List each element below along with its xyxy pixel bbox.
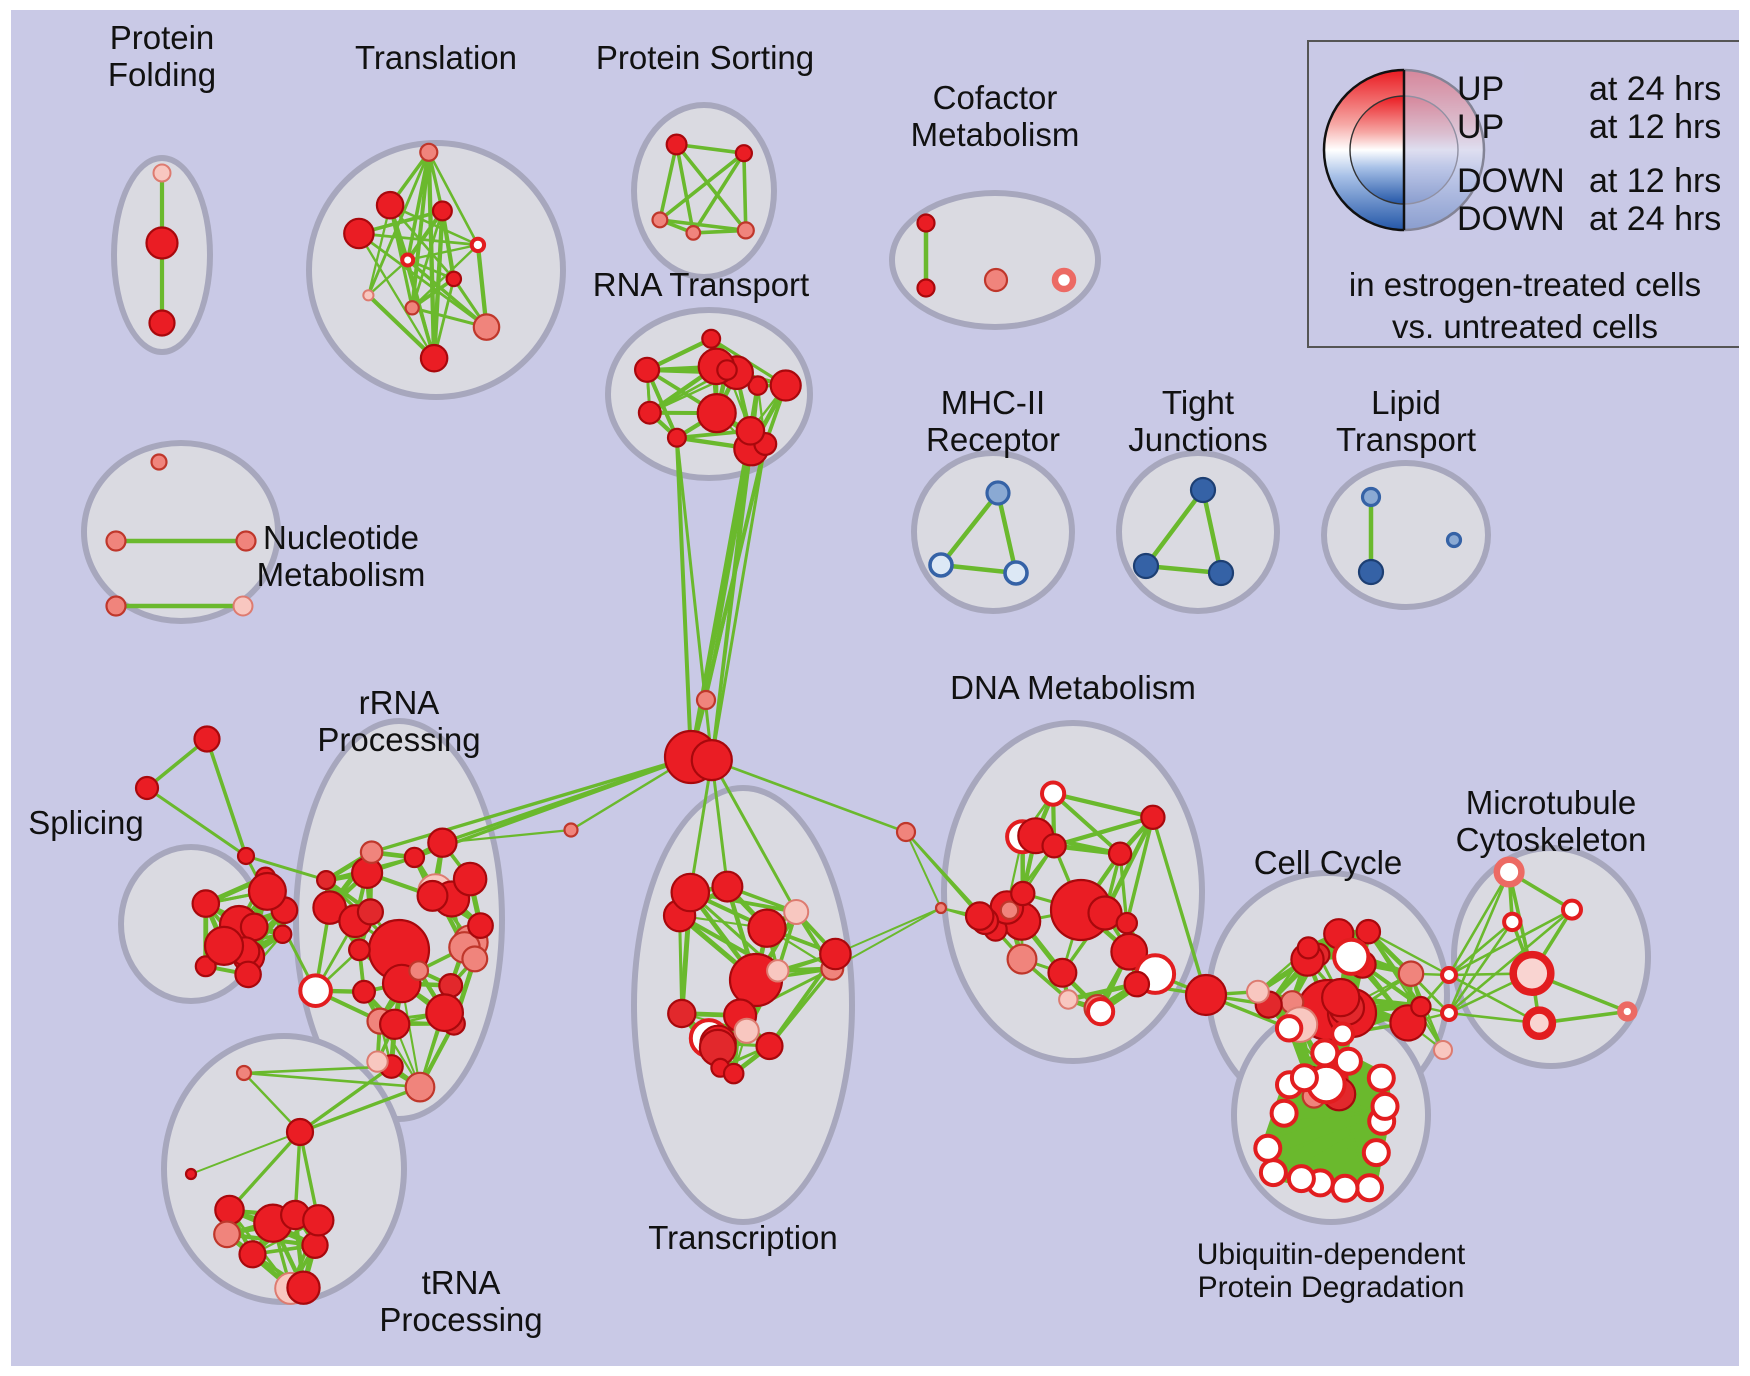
svg-text:UP: UP [1457,108,1504,146]
svg-text:at 24 hrs: at 24 hrs [1589,200,1721,238]
svg-text:at 24 hrs: at 24 hrs [1589,70,1721,108]
svg-text:UP: UP [1457,70,1504,108]
svg-text:at 12 hrs: at 12 hrs [1589,162,1721,200]
svg-text:DOWN: DOWN [1457,162,1565,200]
svg-text:at 12 hrs: at 12 hrs [1589,108,1721,146]
svg-text:DOWN: DOWN [1457,200,1565,238]
